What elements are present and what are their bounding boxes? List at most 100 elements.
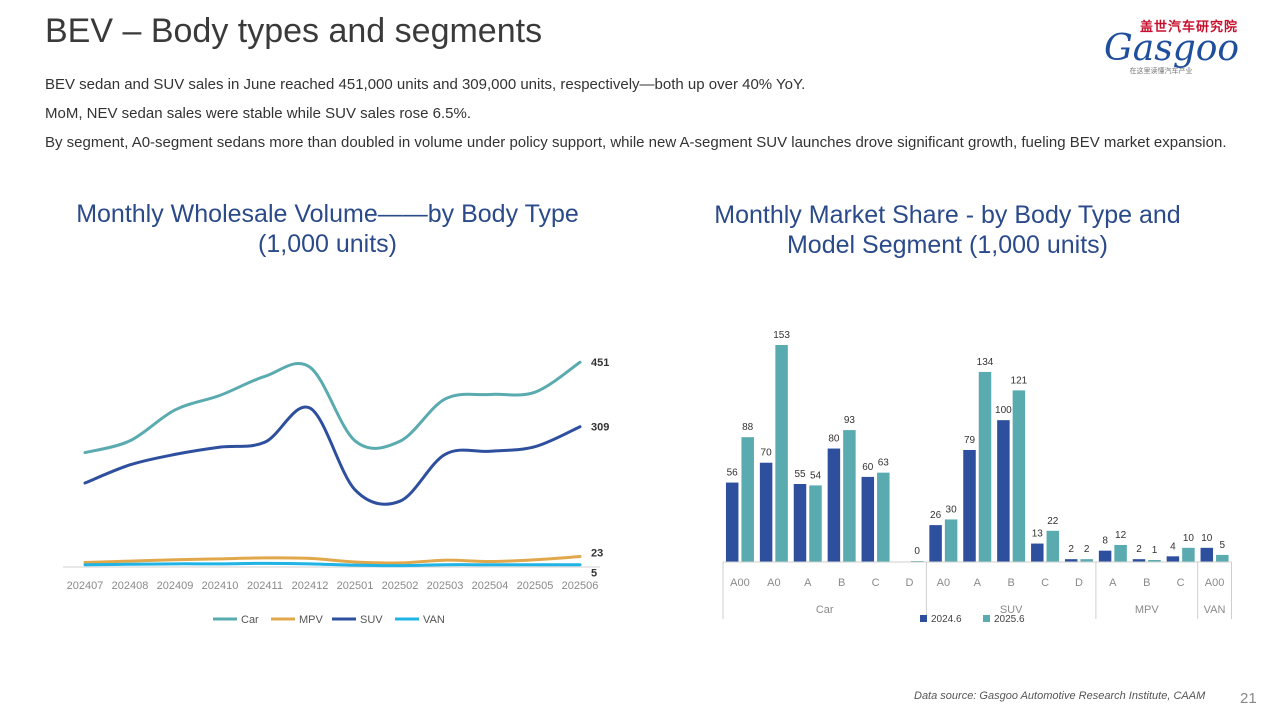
bar-data-label: 93	[844, 415, 856, 426]
x-tick-label: 202502	[382, 580, 419, 592]
series-line-van	[83, 561, 582, 568]
legend-label: 2025.6	[994, 614, 1025, 625]
category-tick-label: A0	[937, 577, 950, 589]
series-line-car	[83, 360, 582, 455]
x-tick-label: 202408	[112, 580, 149, 592]
bar-chart-title: Monthly Market Share - by Body Type and …	[714, 201, 1181, 259]
category-tick-label: D	[1075, 577, 1083, 589]
bar-suv-a0	[944, 519, 958, 562]
legend-swatch	[920, 615, 927, 622]
group-label: Car	[816, 604, 834, 616]
bar-car-c	[861, 476, 875, 562]
line-chart: 202407 202408 202409 202410 202411 202412 2025…	[63, 357, 609, 626]
legend-label: VAN	[423, 614, 445, 626]
bar-data-label: 26	[930, 510, 942, 521]
x-tick-label: 202504	[472, 580, 509, 592]
bar-car-a0	[759, 462, 773, 562]
bar-data-label: 10	[1201, 533, 1213, 544]
bar-data-label: 55	[794, 469, 806, 480]
end-data-label: 309	[591, 422, 609, 434]
category-tick-label: C	[1177, 577, 1185, 589]
bar-data-label: 70	[761, 448, 773, 459]
bar-data-label: 88	[742, 422, 754, 433]
bar-data-label: 8	[1102, 536, 1108, 547]
summary-paragraph: By segment, A0-segment sedans more than …	[45, 134, 1227, 151]
bar-data-label: 134	[977, 357, 994, 368]
bar-data-label: 10	[1183, 533, 1195, 544]
category-tick-label: B	[1143, 577, 1150, 589]
x-tick-label: 202410	[202, 580, 239, 592]
logo-tagline: 在这里读懂汽车产业	[1129, 68, 1193, 75]
bar-car-b	[827, 448, 841, 562]
x-tick-label: 202501	[337, 580, 374, 592]
bar-suv-d	[1080, 559, 1093, 562]
page-title: BEV – Body types and segments	[45, 12, 543, 50]
category-tick-label: C	[1041, 577, 1049, 589]
bar-data-label: 1	[1152, 545, 1158, 556]
bar-data-label: 2	[1084, 544, 1090, 555]
legend-label: 2024.6	[931, 614, 962, 625]
bar-van-a00	[1216, 554, 1229, 562]
bar-car-c	[877, 472, 890, 562]
bar-suv-a	[978, 371, 992, 562]
category-tick-label: A00	[1205, 577, 1225, 589]
series-line-suv	[83, 405, 582, 506]
bar-data-label: 2	[1068, 544, 1074, 555]
bar-suv-c	[1031, 543, 1044, 562]
bar-data-label: 56	[727, 468, 739, 479]
bar-car-a	[793, 483, 807, 562]
bar-suv-d	[1064, 559, 1078, 562]
group-label: VAN	[1204, 604, 1226, 616]
category-tick-label: A00	[730, 577, 750, 589]
bar-mpv-a	[1114, 544, 1127, 562]
bar-mpv-c	[1166, 556, 1180, 562]
category-tick-label: A	[804, 577, 812, 589]
x-tick-label: 202503	[427, 580, 464, 592]
bar-car-b	[843, 430, 856, 562]
gasgoo-logo: 盖世汽车研究院 Gasgoo 在这里读懂汽车产业	[1086, 16, 1246, 76]
bar-data-label: 60	[862, 462, 874, 473]
x-tick-label: 202411	[247, 580, 283, 592]
bar-data-label: 100	[995, 405, 1012, 416]
line-chart-title: Monthly Wholesale Volume——by Body Type (…	[76, 200, 579, 258]
logo-cn-text: 盖世汽车研究院	[1140, 19, 1239, 34]
bar-suv-b	[997, 420, 1010, 562]
category-tick-label: B	[1007, 577, 1014, 589]
category-tick-label: D	[905, 577, 913, 589]
legend-label: MPV	[299, 614, 324, 626]
bar-data-label: 121	[1011, 375, 1028, 386]
bar-data-label: 79	[964, 435, 976, 446]
bar-van-a00	[1200, 547, 1214, 562]
bar-data-label: 12	[1115, 530, 1127, 541]
bar-suv-a	[963, 449, 976, 562]
legend-label: SUV	[360, 614, 383, 626]
category-tick-label: A0	[767, 577, 780, 589]
bar-mpv-c	[1182, 547, 1195, 562]
summary-text: BEV sedan and SUV sales in June reached …	[45, 70, 1235, 157]
group-label: SUV	[1000, 604, 1023, 616]
bar-data-label: 4	[1170, 541, 1176, 552]
x-tick-label: 202412	[292, 580, 329, 592]
bar-suv-c	[1046, 530, 1060, 562]
category-tick-label: A	[1109, 577, 1117, 589]
x-tick-label: 202506	[562, 580, 599, 592]
bar-mpv-b	[1148, 560, 1161, 562]
legend-label: Car	[241, 614, 259, 626]
series-line-mpv	[83, 555, 582, 565]
x-tick-label: 202407	[67, 580, 104, 592]
bar-suv-a0	[929, 525, 942, 562]
summary-paragraph: BEV sedan and SUV sales in June reached …	[45, 76, 806, 93]
bar-car-a0	[775, 345, 788, 562]
bar-data-label: 2	[1136, 544, 1142, 555]
group-label: MPV	[1135, 604, 1160, 616]
bar-data-label: 80	[828, 434, 840, 445]
bar-mpv-b	[1132, 559, 1146, 562]
end-data-label: 23	[591, 548, 603, 560]
bar-car-a00	[741, 437, 754, 562]
bar-data-label: 13	[1032, 529, 1044, 540]
bar-data-label: 153	[773, 330, 790, 341]
bar-data-label: 63	[878, 458, 890, 469]
end-data-label: 5	[591, 568, 597, 580]
bar-car-a	[809, 485, 822, 562]
bar-data-label: 54	[810, 470, 822, 481]
